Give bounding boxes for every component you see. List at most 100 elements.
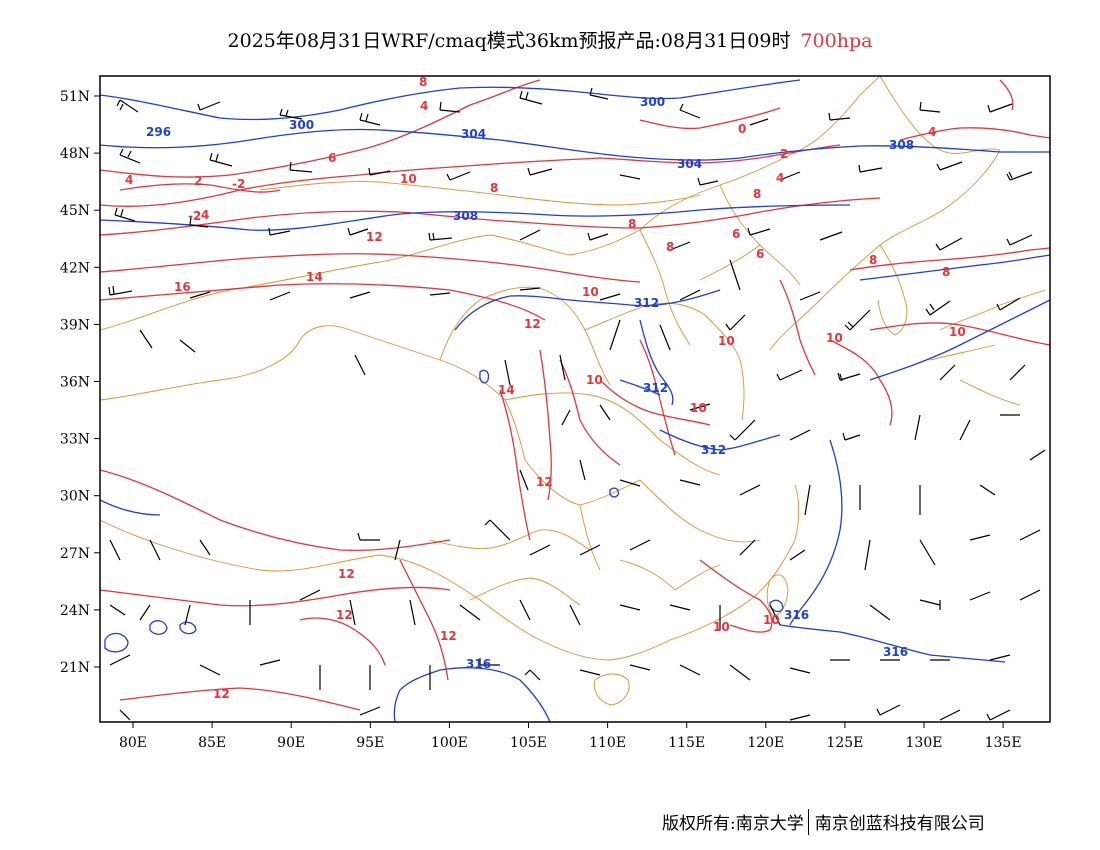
height-label: 312: [634, 296, 659, 310]
temp-label: 8: [869, 253, 877, 267]
height-label: 300: [640, 95, 665, 109]
height-label: 304: [677, 157, 702, 171]
lon-label: 120E: [747, 735, 784, 751]
lon-label: 125E: [826, 735, 863, 751]
temp-label: 8: [419, 75, 427, 89]
temp-label: 4: [125, 173, 133, 187]
lon-label: 110E: [589, 735, 626, 751]
province-lines-3: [639, 184, 801, 346]
lat-label: 51N: [60, 89, 90, 105]
axes: 80E 85E 90E 95E 100E 105E 110E 115E 120E 125E 130E…: [60, 89, 1022, 751]
lat-label: 42N: [60, 260, 90, 276]
copyright-footer: 版权所有:南京大学 南京创蓝科技有限公司: [662, 809, 985, 835]
temp-label: 6: [328, 151, 336, 165]
temp-label: 8: [490, 181, 498, 195]
lat-label: 39N: [60, 317, 90, 333]
temp-label: 4: [201, 208, 209, 222]
map-frame: [99, 75, 1051, 723]
copyright-company: 南京创蓝科技有限公司: [814, 814, 985, 834]
title-main: 2025年08月31日WRF/cmaq模式36km预报产品:08月31日09时: [227, 30, 791, 52]
height-labels: 296 300 300 304 304 308 308 312 312 312 …: [146, 95, 914, 671]
province-lines-4: [429, 529, 721, 606]
temp-label: 14: [498, 383, 515, 397]
tibet-border: [100, 325, 526, 461]
temp-label: 10: [763, 613, 780, 627]
lon-label: 100E: [431, 735, 468, 751]
lon-label: 90E: [277, 735, 305, 751]
temp-label: 16: [174, 280, 191, 294]
height-label: 308: [453, 209, 478, 223]
lon-label: 95E: [356, 735, 384, 751]
title-level: 700hpa: [800, 30, 873, 52]
lon-label: 85E: [198, 735, 226, 751]
height-label: 316: [466, 657, 491, 671]
temp-label: 12: [338, 567, 355, 581]
temp-label: 10: [713, 620, 730, 634]
temp-label: 10: [582, 285, 599, 299]
temp-label: 10: [586, 373, 603, 387]
temp-label: 8: [628, 217, 636, 231]
lon-label: 105E: [510, 735, 547, 751]
korea: [877, 244, 908, 336]
temp-label: 10: [400, 172, 417, 186]
temp-label: 10: [690, 401, 707, 415]
temp-label: 10: [826, 331, 843, 345]
temp-label: 12: [440, 629, 457, 643]
temp-label: 0: [738, 122, 746, 136]
copyright-owner: 版权所有:南京大学: [662, 814, 804, 834]
hainan: [593, 673, 630, 706]
temp-label: -2: [188, 209, 201, 223]
temp-label: 4: [420, 99, 428, 113]
temp-label: 12: [213, 687, 230, 701]
temp-label: 4: [928, 125, 936, 139]
lat-label: 48N: [60, 146, 90, 162]
lon-label: 115E: [668, 735, 705, 751]
temp-label: 14: [306, 270, 323, 284]
chart-title: 2025年08月31日WRF/cmaq模式36km预报产品:08月31日09时 7…: [0, 26, 1100, 53]
lon-label: 135E: [985, 735, 1022, 751]
height-label: 316: [784, 608, 809, 622]
lat-label: 30N: [60, 489, 90, 505]
wind-barbs: [108, 87, 1046, 721]
height-label: 312: [701, 443, 726, 457]
boundary-layer: [100, 76, 1046, 706]
lat-label: 21N: [60, 660, 90, 676]
temp-label: 8: [753, 187, 761, 201]
temp-label: 12: [336, 608, 353, 622]
height-label: 316: [883, 645, 908, 659]
japan: [929, 289, 1046, 406]
height-label: 304: [461, 127, 486, 141]
china-south-border: [100, 484, 800, 661]
temp-label: 8: [942, 265, 950, 279]
province-lines-1: [504, 392, 761, 571]
lon-label: 80E: [119, 735, 147, 751]
height-label: 312: [643, 381, 668, 395]
temp-label: 2: [780, 147, 788, 161]
height-label: 308: [889, 138, 914, 152]
temp-label: 2: [194, 174, 202, 188]
height-contours: [100, 79, 1050, 722]
lat-label: 36N: [60, 375, 90, 391]
lat-label: 24N: [60, 603, 90, 619]
temp-label: 12: [366, 230, 383, 244]
height-label: 300: [289, 118, 314, 132]
temperature-labels: 8 4 2 -2 -2 4 6 10 8 12 14 16 8 4 2 0 8 …: [125, 75, 966, 701]
temp-label: 6: [732, 227, 740, 241]
height-label: 296: [146, 125, 171, 139]
lat-label: 45N: [60, 203, 90, 219]
temp-label: -2: [232, 177, 245, 191]
temp-label: 10: [718, 334, 735, 348]
footer-divider: [807, 809, 809, 835]
temp-label: 12: [524, 317, 541, 331]
mongolia: [259, 181, 701, 206]
china-border: [100, 76, 1001, 351]
temp-label: 4: [776, 171, 784, 185]
lat-label: 33N: [60, 432, 90, 448]
lon-label: 130E: [906, 735, 943, 751]
temp-label: 8: [666, 240, 674, 254]
lat-label: 27N: [60, 546, 90, 562]
temp-label: 6: [756, 247, 764, 261]
temp-label: 12: [536, 475, 553, 489]
temp-label: 10: [949, 325, 966, 339]
